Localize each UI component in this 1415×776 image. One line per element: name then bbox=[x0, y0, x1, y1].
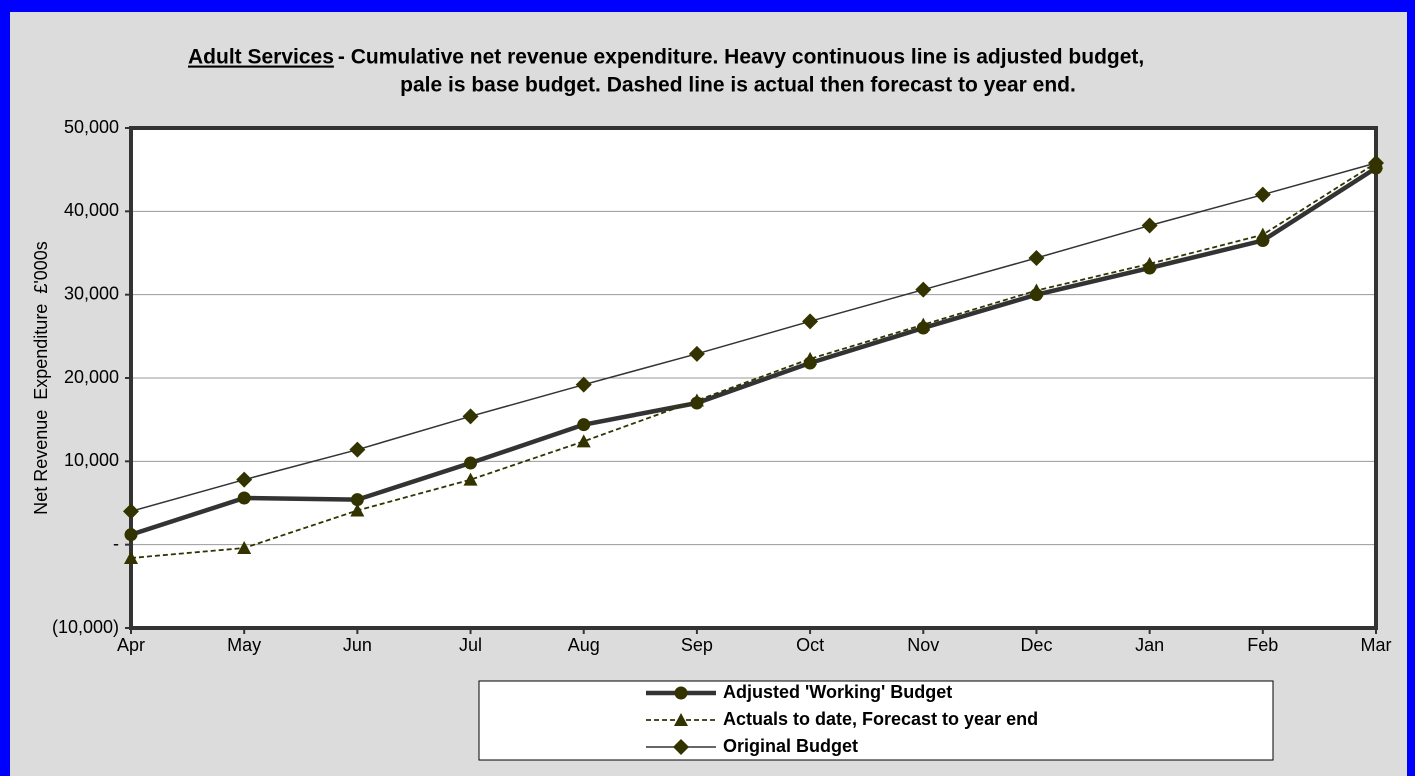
x-tick-label: Mar bbox=[1361, 635, 1392, 655]
data-point bbox=[1029, 283, 1044, 297]
legend bbox=[478, 680, 1274, 761]
data-point bbox=[124, 551, 138, 564]
chart-title: pale is base budget. Dashed line is actu… bbox=[400, 74, 1076, 97]
x-tick-label: Jul bbox=[459, 635, 482, 655]
y-tick-label: 10,000 bbox=[64, 450, 119, 470]
series-line bbox=[130, 166, 1378, 537]
series-line bbox=[130, 162, 1377, 513]
x-tick-label: Dec bbox=[1020, 635, 1052, 655]
data-point bbox=[349, 441, 366, 458]
data-point bbox=[123, 503, 139, 520]
data-point bbox=[1142, 256, 1157, 270]
chart-title: - Cumulative net revenue expenditure. He… bbox=[338, 46, 1144, 69]
data-point bbox=[577, 418, 591, 432]
x-tick-label: Jun bbox=[343, 635, 372, 655]
data-point bbox=[1255, 227, 1270, 241]
legend-marker bbox=[674, 713, 688, 726]
y-tick-label: 20,000 bbox=[64, 367, 119, 387]
x-tick-label: Sep bbox=[681, 635, 713, 655]
x-tick-label: Apr bbox=[117, 635, 145, 655]
x-tick-label: Aug bbox=[568, 635, 600, 655]
data-point bbox=[915, 281, 932, 298]
x-tick-label: Jan bbox=[1135, 635, 1164, 655]
data-point bbox=[236, 471, 253, 488]
data-point bbox=[1028, 250, 1045, 266]
y-tick-label: 50,000 bbox=[64, 117, 119, 137]
plot-border bbox=[129, 126, 1378, 630]
data-point bbox=[802, 313, 819, 330]
legend-marker bbox=[673, 739, 689, 755]
y-tick-label: 40,000 bbox=[64, 200, 119, 220]
legend-label: Original Budget bbox=[723, 736, 858, 756]
x-tick-label: May bbox=[227, 635, 261, 655]
data-point bbox=[464, 456, 478, 470]
data-point bbox=[689, 393, 704, 407]
data-point bbox=[576, 434, 591, 448]
data-point bbox=[803, 351, 818, 365]
data-point bbox=[1254, 186, 1271, 203]
data-point bbox=[350, 493, 364, 507]
data-point bbox=[916, 317, 931, 331]
data-point bbox=[463, 472, 478, 486]
data-point bbox=[237, 491, 251, 505]
data-point bbox=[350, 503, 365, 517]
data-point bbox=[462, 408, 479, 425]
legend-marker bbox=[674, 686, 688, 700]
data-point bbox=[124, 528, 138, 542]
legend-label: Adjusted 'Working' Budget bbox=[723, 682, 952, 702]
x-tick-label: Feb bbox=[1247, 635, 1278, 655]
data-point bbox=[237, 541, 252, 554]
data-point bbox=[575, 376, 592, 393]
legend-label: Actuals to date, Forecast to year end bbox=[723, 709, 1038, 729]
chart-title: Adult Services bbox=[188, 46, 334, 69]
y-tick-label: - bbox=[113, 533, 119, 553]
x-tick-label: Oct bbox=[796, 635, 824, 655]
y-axis-label: Net Revenue Expenditure £'000s bbox=[31, 241, 51, 515]
data-point bbox=[688, 345, 705, 362]
y-tick-label: (10,000) bbox=[52, 617, 119, 637]
data-point bbox=[1368, 155, 1384, 171]
series-line bbox=[130, 162, 1377, 559]
data-point bbox=[1141, 217, 1158, 234]
y-tick-label: 30,000 bbox=[64, 283, 119, 303]
x-tick-label: Nov bbox=[907, 635, 939, 655]
